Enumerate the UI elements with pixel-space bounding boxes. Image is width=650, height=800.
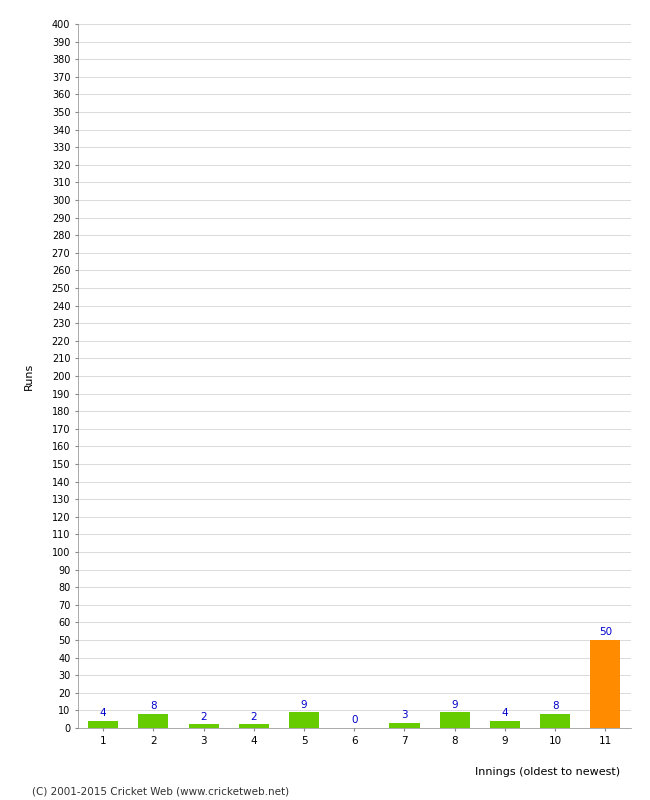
Bar: [188, 725, 218, 728]
Bar: [389, 722, 419, 728]
Text: 2: 2: [250, 712, 257, 722]
Bar: [88, 721, 118, 728]
Bar: [289, 712, 319, 728]
Text: 2: 2: [200, 712, 207, 722]
Bar: [239, 725, 269, 728]
Bar: [439, 712, 470, 728]
Text: 3: 3: [401, 710, 408, 720]
X-axis label: Innings (oldest to newest): Innings (oldest to newest): [475, 766, 620, 777]
Bar: [138, 714, 168, 728]
Text: 8: 8: [150, 702, 157, 711]
Bar: [590, 640, 621, 728]
Text: 50: 50: [599, 627, 612, 638]
Text: (C) 2001-2015 Cricket Web (www.cricketweb.net): (C) 2001-2015 Cricket Web (www.cricketwe…: [32, 786, 290, 796]
Text: 8: 8: [552, 702, 558, 711]
Text: 0: 0: [351, 715, 358, 726]
Text: 9: 9: [451, 699, 458, 710]
Bar: [490, 721, 520, 728]
Text: 9: 9: [301, 699, 307, 710]
Text: 4: 4: [502, 708, 508, 718]
Bar: [540, 714, 570, 728]
Text: 4: 4: [100, 708, 107, 718]
Y-axis label: Runs: Runs: [24, 362, 34, 390]
